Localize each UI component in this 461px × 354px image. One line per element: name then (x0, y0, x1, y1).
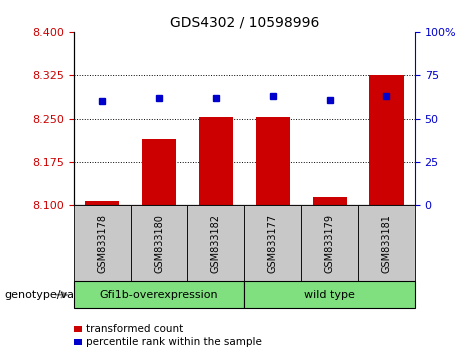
Text: GSM833181: GSM833181 (381, 214, 391, 273)
Bar (199, 118, 233, 205)
Text: wild type: wild type (304, 290, 355, 300)
Text: GSM833179: GSM833179 (325, 214, 335, 273)
Text: GSM833177: GSM833177 (268, 214, 278, 273)
Bar (313, 196, 347, 205)
Bar (369, 75, 403, 205)
Text: GSM833178: GSM833178 (97, 214, 107, 273)
Text: genotype/variation: genotype/variation (5, 290, 111, 300)
Title: GDS4302 / 10598996: GDS4302 / 10598996 (170, 15, 319, 29)
Text: GSM833180: GSM833180 (154, 214, 164, 273)
Bar (256, 117, 290, 205)
Text: GSM833182: GSM833182 (211, 214, 221, 273)
Bar (85, 201, 119, 205)
Bar (142, 139, 176, 205)
Text: Gfi1b-overexpression: Gfi1b-overexpression (100, 290, 219, 300)
Text: percentile rank within the sample: percentile rank within the sample (86, 337, 262, 347)
Text: transformed count: transformed count (86, 324, 183, 334)
